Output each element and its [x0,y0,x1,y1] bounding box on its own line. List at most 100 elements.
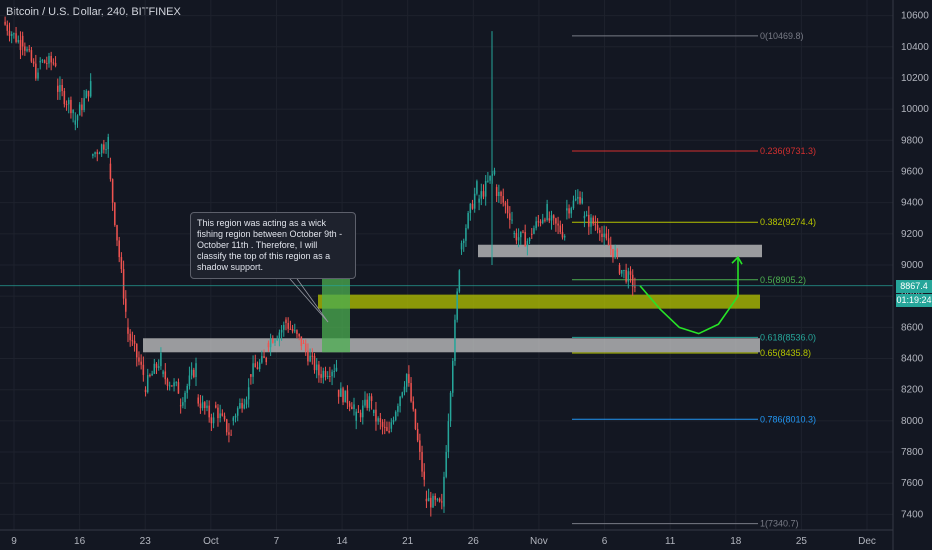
candle-body [96,152,99,154]
candle-body [114,202,116,226]
candle-body [247,387,250,400]
candle-body [276,338,278,341]
candle-body [313,355,316,371]
candle-body [394,411,397,420]
candle-body [219,413,221,419]
candle-body [537,221,540,223]
candle-body [206,405,208,408]
candle-body [140,361,142,365]
candle-body [609,245,612,250]
candle-body [471,203,474,209]
candle-body [386,427,388,431]
candle-body [166,379,169,386]
fib-level-label: 0.618(8536.0) [760,332,816,342]
candle-body [98,153,101,155]
candle-body [324,370,327,377]
candle-body [616,250,619,252]
candle-body [116,225,118,241]
candle-body [37,72,39,79]
candle-body [289,328,292,330]
candle-body [618,265,621,274]
candle-body [309,355,311,362]
candle-body [381,421,384,427]
candle-body [234,415,237,418]
candle-body [353,404,355,410]
candle-body [267,342,270,348]
candle-body [478,198,480,203]
candle-body [302,342,305,344]
candle-body [304,343,307,351]
candle-body [539,221,542,223]
zones-layer [143,244,762,353]
candle-body [568,208,570,214]
candle-body [149,375,151,377]
candle-body [263,356,265,358]
candle-body [465,228,467,241]
candle-body [41,60,44,62]
projection-path [639,257,739,335]
candle-body [63,91,66,105]
candle-body [232,417,235,421]
candle-body [122,269,125,299]
candle-body [72,109,74,114]
candle-body [254,363,257,368]
candle-body [30,50,33,62]
annotation-callout[interactable]: This region was acting as a wick fishing… [190,212,356,279]
candle-body [127,327,129,334]
candle-body [188,375,191,386]
y-tick-label: 8400 [901,354,924,365]
candle-body [61,85,63,92]
candle-body [390,422,393,429]
candle-body [256,367,259,369]
candle-body [291,328,294,332]
candle-body [298,333,300,337]
candle-body [449,392,452,422]
candle-body [623,270,625,272]
candle-body [278,332,281,339]
candle-body [241,403,243,409]
candle-body [195,363,197,378]
candle-body [399,396,401,407]
candle-body [546,203,548,221]
chart-title: Bitcoin / U.S. Dollar, 240, BITFINEX [6,6,181,18]
candle-body [566,208,568,211]
candle-body [541,219,544,223]
y-tick-label: 8600 [901,322,924,333]
candle-body [252,363,254,377]
candle-body [500,191,502,197]
candle-body [21,35,24,47]
candle-body [495,187,498,197]
candle-body [81,104,83,111]
fib-level-label: 0.786(8010.3) [760,414,816,424]
candle-body [193,369,195,378]
candle-body [506,205,509,214]
candle-body [408,374,410,383]
candle-body [74,120,77,125]
candle-body [493,170,496,175]
candle-body [13,33,15,35]
candle-body [179,405,182,407]
candle-body [43,60,46,64]
candle-body [458,270,461,292]
candle-body [436,498,439,500]
candle-body [596,225,599,231]
candle-body [612,249,614,258]
candle-body [605,233,608,239]
y-tick-label: 9200 [901,229,924,240]
candle-body [425,498,428,502]
y-tick-label: 10400 [901,42,929,53]
x-tick-label: 9 [11,536,17,547]
candle-body [555,218,557,224]
candle-body [92,154,94,156]
candle-body [561,232,564,238]
candle-body [265,357,268,363]
candle-body [511,219,513,221]
candle-body [627,271,630,282]
y-tick-label: 10200 [901,73,929,84]
countdown-tag: 01:19:24 [896,293,932,307]
candle-body [614,250,616,258]
arrowhead-icon [731,255,743,265]
candle-body [460,243,463,250]
candle-body [125,298,127,312]
